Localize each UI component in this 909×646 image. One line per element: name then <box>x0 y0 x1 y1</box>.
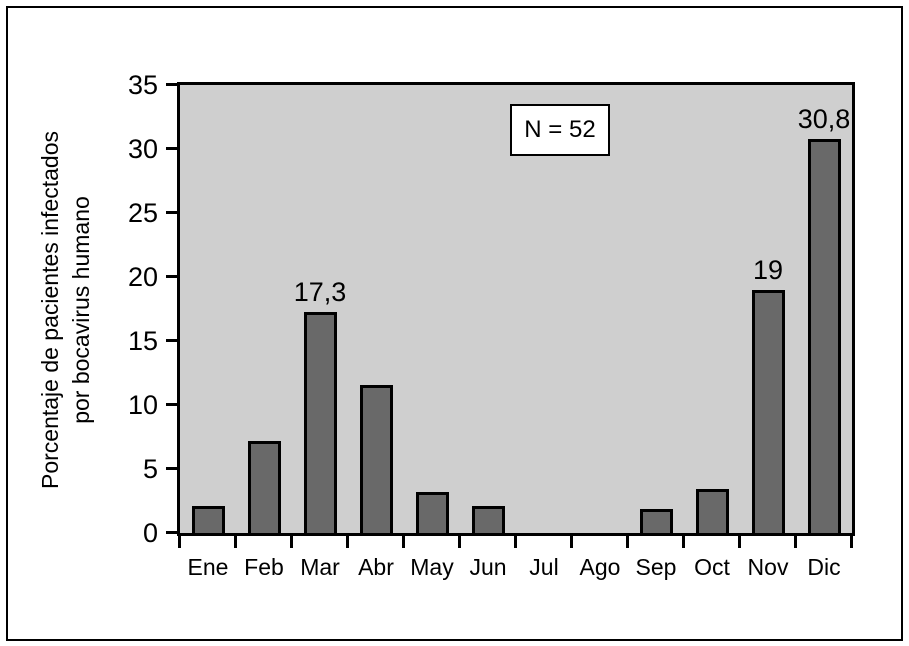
sample-size-label: N = 52 <box>524 116 596 143</box>
y-tick-label: 5 <box>142 454 158 484</box>
bar-value-label-mar: 17,3 <box>293 276 347 307</box>
x-axis-label-mar: Mar <box>300 554 340 580</box>
x-tick <box>346 536 349 548</box>
bar-sep <box>639 508 673 533</box>
bar-nov <box>751 289 785 533</box>
y-tick <box>166 147 177 150</box>
x-axis-label-ene: Ene <box>187 554 229 580</box>
bar-abr <box>359 384 393 533</box>
bar-mar <box>303 311 337 533</box>
x-tick <box>682 536 685 548</box>
x-axis-label-oct: Oct <box>694 554 730 580</box>
y-tick <box>166 403 177 406</box>
x-axis-label-may: May <box>410 554 454 580</box>
bar-value-label-dic: 30,8 <box>797 103 851 134</box>
x-tick <box>402 536 405 548</box>
x-tick <box>794 536 797 548</box>
figure-frame <box>6 6 903 641</box>
y-tick-label: 0 <box>142 518 158 548</box>
y-axis-title: Porcentaje de pacientes infectados por b… <box>35 80 97 540</box>
x-tick <box>234 536 237 548</box>
sample-size-box: N = 52 <box>510 104 610 156</box>
y-tick-label: 20 <box>127 262 158 292</box>
bar-feb <box>247 440 281 533</box>
y-tick-label: 35 <box>127 70 158 100</box>
bar-dic <box>807 138 841 533</box>
x-axis-label-sep: Sep <box>635 554 677 580</box>
y-axis-title-line1: Porcentaje de pacientes infectados <box>37 130 63 490</box>
y-tick <box>166 531 177 534</box>
x-axis-label-nov: Nov <box>747 554 789 580</box>
y-tick <box>166 467 177 470</box>
x-axis-label-abr: Abr <box>358 554 394 580</box>
y-tick <box>166 339 177 342</box>
x-axis-label-jun: Jun <box>469 554 507 580</box>
y-tick-label: 25 <box>127 198 158 228</box>
x-tick <box>514 536 517 548</box>
x-tick <box>850 536 853 548</box>
x-axis-label-feb: Feb <box>244 554 284 580</box>
x-axis-label-ago: Ago <box>579 554 621 580</box>
x-tick <box>458 536 461 548</box>
x-axis-label-dic: Dic <box>807 554 841 580</box>
y-tick <box>166 211 177 214</box>
y-tick-label: 30 <box>127 134 158 164</box>
bar-value-label-nov: 19 <box>752 254 784 285</box>
bar-oct <box>695 489 729 533</box>
bar-may <box>415 492 449 533</box>
bar-jun <box>471 506 505 533</box>
x-axis-label-jul: Jul <box>529 554 559 580</box>
bar-ene <box>191 506 225 533</box>
y-tick-label: 15 <box>127 326 158 356</box>
x-tick <box>570 536 573 548</box>
x-tick <box>626 536 629 548</box>
plot-area: 17,3 19 30,8 N = 52 <box>177 82 855 536</box>
x-tick <box>290 536 293 548</box>
x-tick <box>738 536 741 548</box>
y-tick-label: 10 <box>127 390 158 420</box>
y-tick <box>166 83 177 86</box>
y-tick <box>166 275 177 278</box>
x-tick <box>178 536 181 548</box>
